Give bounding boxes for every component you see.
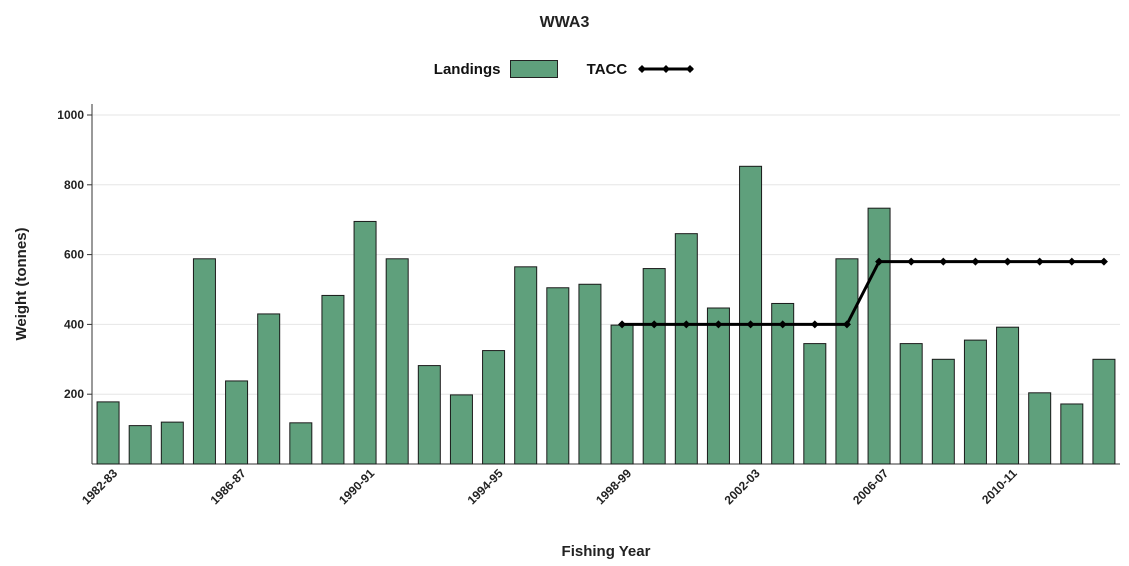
tacc-point (746, 320, 755, 329)
tacc-point (714, 320, 723, 329)
x-tick-label: 1998-99 (593, 466, 634, 507)
legend-item-tacc: TACC (587, 61, 696, 78)
bar-landings (96, 401, 120, 465)
tacc-point (842, 320, 851, 329)
x-tick-label: 2006-07 (850, 466, 891, 507)
tacc-point (907, 257, 916, 266)
y-tick-label: 400 (64, 317, 84, 331)
x-tick-label: 1990-91 (336, 466, 377, 507)
bar-landings (546, 287, 570, 465)
tacc-point (971, 257, 980, 266)
tacc-point (778, 320, 787, 329)
bar-landings (899, 343, 923, 465)
tacc-line (622, 260, 1104, 326)
x-axis-title: Fishing Year (562, 543, 651, 560)
legend-swatch-tacc (638, 65, 695, 73)
tacc-point (1003, 257, 1012, 266)
legend-item-landings: Landings (434, 60, 559, 78)
x-tick-label: 2002-03 (722, 466, 763, 507)
y-tick-label: 1000 (57, 108, 84, 122)
tacc-point (1067, 257, 1076, 266)
bar-landings (996, 326, 1020, 465)
bar-landings (385, 258, 409, 465)
bar-landings (642, 268, 666, 465)
bar-landings (931, 358, 955, 465)
bar-landings (321, 294, 345, 465)
x-tick-label: 1994-95 (465, 466, 506, 507)
bar-landings (963, 339, 987, 465)
tacc-point (650, 320, 659, 329)
legend-swatch-landings (510, 60, 559, 78)
bar-landings (128, 425, 152, 465)
y-tick-label: 800 (64, 178, 84, 192)
legend-label-tacc: TACC (586, 60, 628, 78)
x-tick-label: 1982-83 (79, 466, 120, 507)
bar-landings (482, 350, 506, 465)
bar-landings (1092, 358, 1116, 465)
bar-landings (867, 207, 891, 465)
legend-label-landings: Landings (433, 60, 501, 78)
chart-title: WWA3 (539, 14, 590, 31)
bar-landings (706, 307, 730, 465)
bar-landings (160, 421, 184, 465)
bar-landings (289, 422, 313, 465)
bar-landings (225, 380, 249, 465)
y-axis-title: Weight (tonnes) (13, 227, 30, 340)
x-tick-label: 1986-87 (208, 466, 249, 507)
tacc-point (1035, 257, 1044, 266)
bar-landings (353, 220, 377, 465)
tacc-point (618, 320, 627, 329)
chart-legend: Landings TACC (0, 60, 1129, 78)
bar-landings (192, 258, 216, 465)
bar-landings (514, 266, 538, 465)
bar-landings (257, 313, 281, 465)
bar-landings (674, 233, 698, 465)
bar-landings (610, 324, 634, 465)
bar-landings (417, 365, 441, 465)
bar-landings (771, 302, 795, 465)
tacc-point (875, 257, 884, 266)
tacc-point (810, 320, 819, 329)
bar-landings (578, 283, 602, 465)
tacc-point (939, 257, 948, 266)
y-tick-label: 600 (64, 248, 84, 262)
tacc-point (682, 320, 691, 329)
tacc-point (1099, 257, 1108, 266)
x-tick-label: 2010-11 (979, 466, 1020, 507)
bar-landings (803, 343, 827, 465)
bar-landings (1028, 392, 1052, 465)
y-tick-label: 200 (64, 387, 84, 401)
bar-landings (1060, 403, 1084, 465)
bar-landings (835, 258, 859, 465)
bar-landings (739, 165, 763, 465)
bar-landings (449, 394, 473, 465)
